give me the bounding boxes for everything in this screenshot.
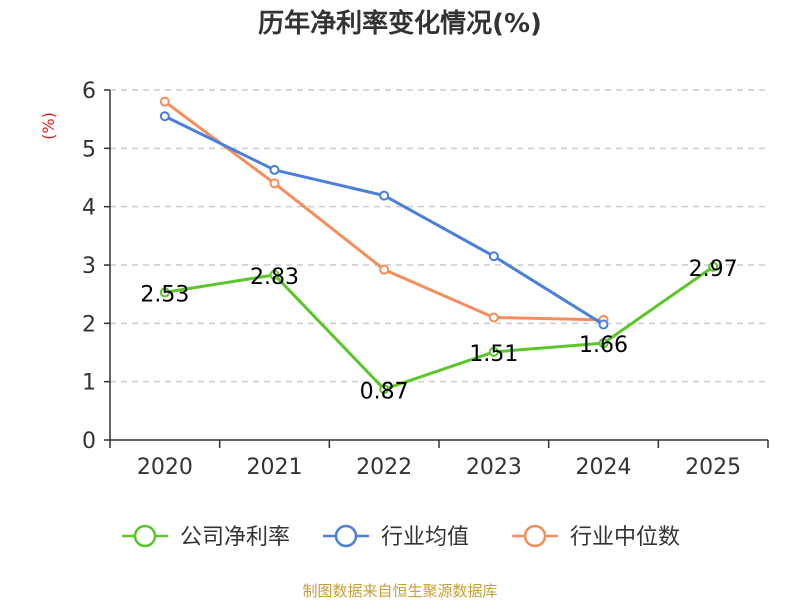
chart-title: 历年净利率变化情况(%) [258, 8, 542, 39]
data-point [488, 346, 499, 357]
legend: 公司净利率 行业均值 行业中位数 [122, 524, 680, 550]
y-tick-label: 1 [82, 371, 96, 396]
data-label: 1.66 [579, 333, 628, 358]
x-tick-label: 2024 [576, 455, 632, 480]
data-point [269, 269, 280, 280]
legend-label: 公司净利率 [180, 525, 290, 550]
data-point [379, 264, 390, 275]
x-tick-label: 2022 [356, 455, 412, 480]
data-point [488, 251, 499, 262]
axes: 0 1 2 3 4 5 6 2020 2021 2022 2023 2024 2025 [82, 79, 769, 480]
data-point [488, 312, 499, 323]
legend-marker [133, 524, 157, 548]
data-label: 2.97 [689, 257, 738, 282]
data-label: 0.87 [360, 379, 409, 404]
data-point [598, 319, 609, 330]
data-point [598, 338, 609, 349]
legend-marker [523, 524, 547, 548]
data-point [159, 111, 170, 122]
data-labels: 2.53 2.83 0.87 1.51 1.66 2.97 [140, 257, 737, 405]
x-tick-label: 2025 [685, 455, 741, 480]
data-label: 2.83 [250, 265, 299, 290]
y-tick-label: 2 [82, 312, 96, 337]
x-tick-label: 2020 [137, 455, 193, 480]
legend-label: 行业中位数 [570, 525, 680, 550]
data-point [159, 287, 170, 298]
data-point [379, 384, 390, 395]
data-point [269, 164, 280, 175]
series-line [164, 114, 605, 326]
y-tick-label: 4 [82, 196, 96, 221]
source-note: 制图数据来自恒生聚源数据库 [302, 582, 497, 600]
data-point [708, 261, 719, 272]
data-label: 1.51 [469, 342, 518, 367]
y-tick-label: 5 [82, 137, 96, 162]
legend-marker [334, 524, 358, 548]
x-tick-label: 2023 [466, 455, 522, 480]
y-tick-label: 3 [82, 254, 96, 279]
x-tick-label: 2021 [247, 455, 303, 480]
legend-label: 行业均值 [381, 525, 469, 550]
data-label: 2.53 [140, 282, 189, 307]
y-axis-unit: (%) [39, 112, 58, 140]
data-point [379, 190, 390, 201]
data-point [159, 96, 170, 107]
series-line [163, 100, 604, 322]
data-point [269, 178, 280, 189]
series-lines [159, 96, 719, 395]
y-tick-label: 6 [82, 79, 96, 104]
y-tick-label: 0 [82, 429, 96, 454]
series-line [164, 265, 715, 391]
